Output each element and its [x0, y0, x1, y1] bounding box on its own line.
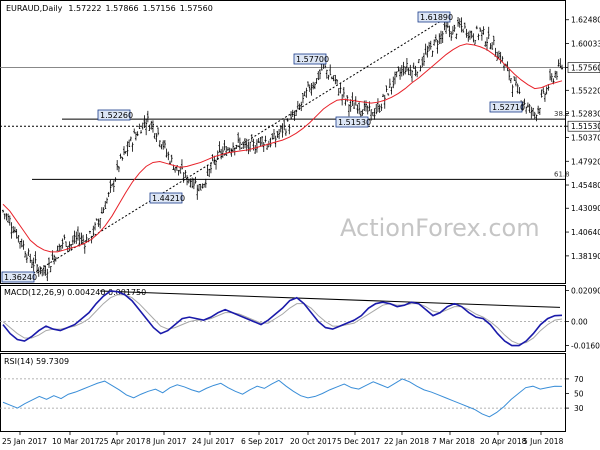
open-value: 1.57222 [68, 4, 101, 13]
price-annotation: 1.44210 [152, 194, 185, 203]
price-annotation-box [149, 192, 183, 204]
y-tick-label: 1.47920 [571, 157, 600, 166]
y-tick-label: 1.38190 [571, 252, 600, 261]
price-labels: 1.36240 1.52260 1.44210 1.57700 1.51530 1.618… [1, 11, 525, 283]
y-tick-box [567, 120, 600, 132]
price-y-axis: 1.62480 1.60033 1.57560 1.55220 1.52830 1.515… [565, 16, 600, 261]
y-tick-label: -0.016023 [571, 342, 600, 351]
y-tick-label: 1.45480 [571, 181, 600, 190]
price-annotation-box [417, 11, 451, 23]
high-value: 1.57866 [106, 4, 139, 13]
price-annotation: 1.36240 [4, 273, 37, 282]
price-header: EURAUD,Daily 1.57222 1.57866 1.57156 1.57560 [6, 4, 213, 13]
x-tick-label: 20 Apr 2018 [480, 437, 527, 446]
macd-panel-frame [0, 285, 566, 352]
y-tick-label: 1.51530 [571, 122, 600, 131]
x-tick-label: 24 Jul 2017 [192, 437, 235, 446]
y-tick-box [567, 62, 600, 73]
moving-average-line [2, 43, 563, 253]
y-tick-label: 1.62480 [571, 16, 600, 25]
fib-level-label: 38.2 [554, 110, 570, 118]
x-tick-label: 22 Jan 2018 [384, 437, 429, 446]
price-annotation: 1.57700 [296, 55, 329, 64]
x-tick-label: 5 Dec 2017 [337, 437, 380, 446]
price-levels: 38.2 61.8 [0, 67, 570, 180]
moving-average [2, 43, 563, 253]
y-tick-label: 1.55220 [571, 86, 600, 95]
price-annotation-box [97, 109, 131, 121]
x-tick-label: 6 Sep 2017 [241, 437, 284, 446]
macd-header: MACD(12,26,9) 0.004240 0.001750 [4, 288, 146, 297]
price-panel-frame [0, 0, 566, 284]
rsi-line [2, 378, 563, 418]
macd-layer: 0.020904 0.00 -0.016023 [0, 286, 600, 351]
x-tick-label: 25 Jan 2017 [2, 437, 47, 446]
x-tick-label: 20 Oct 2017 [290, 437, 337, 446]
price-bars [2, 17, 563, 282]
macd-trend-line [99, 290, 561, 308]
y-tick-label: 1.52830 [571, 110, 600, 119]
x-tick-label: 7 Mar 2018 [432, 437, 475, 446]
y-tick-label: 0.020904 [571, 286, 600, 295]
price-annotation: 1.51530 [338, 118, 371, 127]
y-tick-label: 1.57560 [571, 64, 600, 73]
y-tick-label: 0.00 [571, 318, 588, 327]
rsi-header: RSI(14) 59.7309 [4, 357, 69, 366]
price-annotation-box [489, 101, 523, 113]
fib-level-label: 61.8 [554, 170, 570, 178]
price-annotation-box [335, 116, 369, 128]
y-tick-label: 1.40640 [571, 228, 600, 237]
chart-title: EURAUD,Daily [6, 4, 63, 13]
y-tick-label: 1.60033 [571, 40, 600, 49]
price-annotation: 1.52260 [100, 111, 133, 120]
x-tick-label: 5 Jun 2018 [523, 437, 564, 446]
close-value: 1.57560 [180, 4, 213, 13]
y-tick-label: 30 [574, 404, 584, 413]
watermark: ActionForex.com [340, 214, 540, 242]
macd-signal-line [2, 294, 563, 345]
y-tick-label: 1.50370 [571, 133, 600, 142]
macd-line [2, 290, 563, 347]
price-annotation-box [1, 271, 35, 283]
y-tick-label: 70 [574, 375, 584, 384]
low-value: 1.57156 [143, 4, 176, 13]
price-annotation-box [293, 53, 327, 65]
price-annotation: 1.52710 [492, 103, 525, 112]
y-tick-label: 1.43090 [571, 204, 600, 213]
price-annotation: 1.61890 [420, 13, 453, 22]
x-tick-label: 25 Apr 2017 [99, 437, 146, 446]
rsi-panel-frame [0, 353, 566, 432]
rsi-layer: 70 50 30 [0, 375, 584, 418]
x-axis: 25 Jan 2017 10 Mar 2017 25 Apr 2017 8 Jun 2… [2, 431, 564, 446]
x-tick-label: 10 Mar 2017 [52, 437, 100, 446]
y-tick-label: 50 [574, 390, 584, 399]
x-tick-label: 8 Jun 2017 [146, 437, 187, 446]
